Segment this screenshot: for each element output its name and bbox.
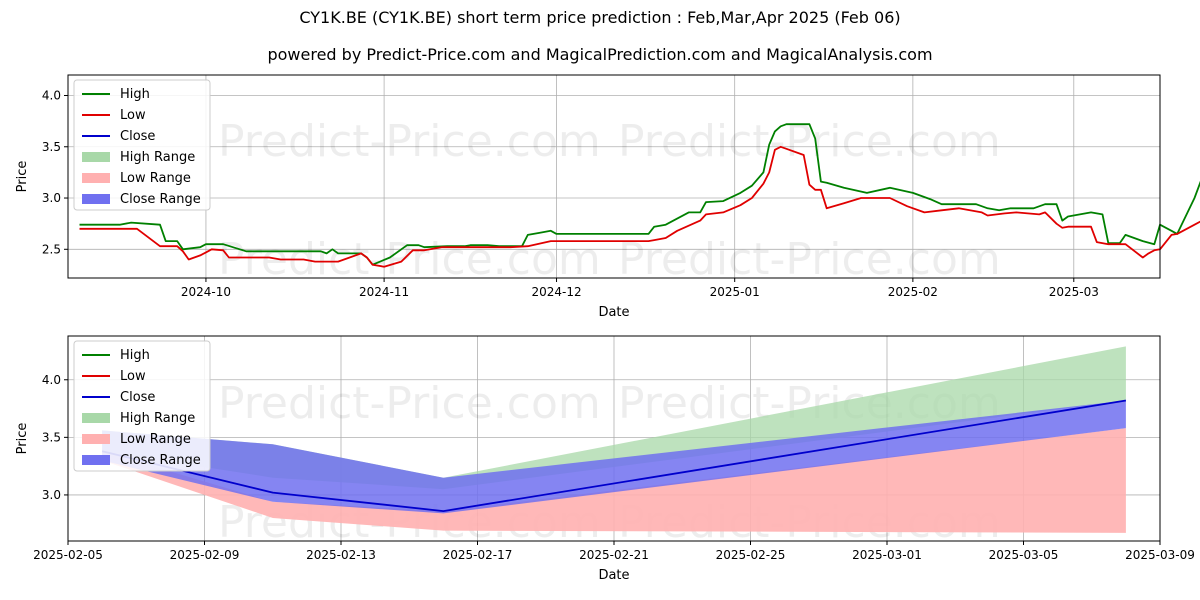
legend-label: Low <box>120 369 146 384</box>
chart-2: Predict-Price.comPredict-Price.comPredic… <box>15 335 1195 583</box>
x-tick-label: 2025-02-21 <box>579 548 649 562</box>
legend-label: High Range <box>120 411 195 426</box>
x-tick-label: 2025-03-01 <box>852 548 922 562</box>
watermark-text: Predict-Price.com <box>218 116 601 167</box>
legend-label: Low <box>120 108 146 123</box>
series-line-low <box>79 145 1200 268</box>
legend-swatch <box>82 434 110 444</box>
y-tick-label: 4.0 <box>42 373 61 387</box>
x-axis-label: Date <box>598 305 629 320</box>
legend-swatch <box>82 194 110 204</box>
legend-swatch <box>82 455 110 465</box>
y-tick-label: 3.5 <box>42 140 61 154</box>
chart-1: Predict-Price.com Predict-Price.comPredic… <box>15 74 1200 320</box>
x-tick-label: 2025-02-13 <box>306 548 376 562</box>
legend-swatch <box>82 413 110 423</box>
close-range-band <box>102 400 1126 514</box>
x-tick-label: 2025-02-09 <box>170 548 240 562</box>
legend-label: High <box>120 348 150 363</box>
y-tick-label: 3.5 <box>42 430 61 444</box>
legend-swatch <box>82 173 110 183</box>
legend-label: High Range <box>120 150 195 165</box>
legend-label: Close <box>120 129 155 144</box>
x-tick-label: 2025-02-25 <box>716 548 786 562</box>
legend-label: Close <box>120 390 155 405</box>
legend-label: Close Range <box>120 453 201 468</box>
y-tick-label: 4.0 <box>42 89 61 103</box>
x-tick-label: 2025-02-17 <box>443 548 513 562</box>
x-tick-label: 2024-11 <box>359 285 409 299</box>
chart-title: CY1K.BE (CY1K.BE) short term price predi… <box>299 8 901 27</box>
watermark-text: Predict-Price.com <box>618 234 1001 285</box>
y-tick-label: 3.0 <box>42 191 61 205</box>
y-tick-label: 3.0 <box>42 488 61 502</box>
series-line-high <box>79 123 1200 266</box>
x-tick-label: 2025-02 <box>888 285 938 299</box>
x-tick-label: 2024-10 <box>181 285 231 299</box>
watermark-text: Predict-Price.com <box>218 378 601 429</box>
legend-label: High <box>120 87 150 102</box>
x-axis-label: Date <box>598 568 629 583</box>
x-tick-label: 2025-03-09 <box>1125 548 1195 562</box>
legend-label: Close Range <box>120 192 201 207</box>
x-tick-label: 2025-03 <box>1049 285 1099 299</box>
x-tick-label: 2025-03-05 <box>989 548 1059 562</box>
x-tick-label: 2025-02-05 <box>33 548 103 562</box>
legend-label: Low Range <box>120 432 191 447</box>
y-axis-label: Price <box>15 161 30 193</box>
legend-label: Low Range <box>120 171 191 186</box>
x-tick-label: 2024-12 <box>531 285 581 299</box>
series-line-close <box>101 399 1127 512</box>
chart-subtitle: powered by Predict-Price.com and Magical… <box>267 45 933 64</box>
plot-frame <box>67 74 1161 279</box>
x-tick-label: 2025-01 <box>710 285 760 299</box>
y-axis-label: Price <box>15 423 30 455</box>
y-tick-label: 2.5 <box>42 242 61 256</box>
legend-swatch <box>82 152 110 162</box>
